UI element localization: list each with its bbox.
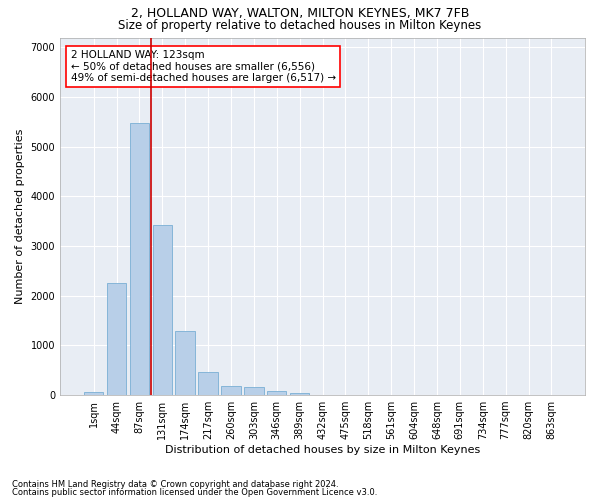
Bar xyxy=(175,330,195,395)
Y-axis label: Number of detached properties: Number of detached properties xyxy=(15,128,25,304)
Text: 2, HOLLAND WAY, WALTON, MILTON KEYNES, MK7 7FB: 2, HOLLAND WAY, WALTON, MILTON KEYNES, M… xyxy=(131,8,469,20)
Bar xyxy=(267,391,286,395)
Bar xyxy=(290,392,310,395)
Bar xyxy=(130,123,149,395)
Text: Contains public sector information licensed under the Open Government Licence v3: Contains public sector information licen… xyxy=(12,488,377,497)
X-axis label: Distribution of detached houses by size in Milton Keynes: Distribution of detached houses by size … xyxy=(165,445,480,455)
Bar xyxy=(221,386,241,395)
Text: 2 HOLLAND WAY: 123sqm
← 50% of detached houses are smaller (6,556)
49% of semi-d: 2 HOLLAND WAY: 123sqm ← 50% of detached … xyxy=(71,50,335,83)
Text: Contains HM Land Registry data © Crown copyright and database right 2024.: Contains HM Land Registry data © Crown c… xyxy=(12,480,338,489)
Bar xyxy=(107,284,126,395)
Bar xyxy=(199,372,218,395)
Bar xyxy=(84,392,103,395)
Bar xyxy=(152,225,172,395)
Bar xyxy=(244,388,263,395)
Text: Size of property relative to detached houses in Milton Keynes: Size of property relative to detached ho… xyxy=(118,19,482,32)
